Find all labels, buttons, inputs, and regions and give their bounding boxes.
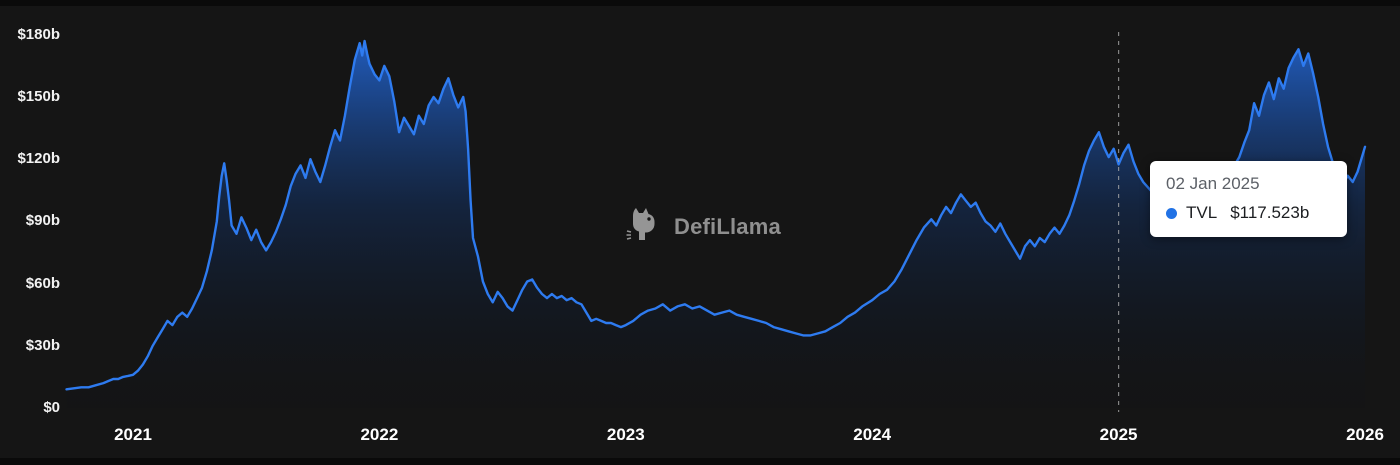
tooltip: 02 Jan 2025 TVL $117.523b — [1150, 161, 1347, 237]
y-axis-label: $0 — [43, 399, 60, 416]
bottom-edge-bar — [0, 458, 1400, 465]
x-axis-label: 2024 — [853, 425, 892, 444]
y-axis-label: $90b — [25, 212, 60, 230]
y-axis-label: $120b — [17, 150, 60, 168]
y-axis-label: $60b — [25, 274, 60, 292]
tvl-area-fill — [66, 41, 1365, 408]
tooltip-date: 02 Jan 2025 — [1166, 174, 1260, 193]
x-axis-label: 2021 — [114, 425, 152, 444]
top-edge-bar — [0, 0, 1400, 6]
y-axis-label: $180b — [17, 25, 60, 43]
tooltip-value: $117.523b — [1230, 203, 1310, 222]
tooltip-series-dot — [1166, 207, 1177, 219]
y-axis-label: $150b — [17, 88, 60, 105]
x-axis-label: 2023 — [606, 425, 645, 444]
y-axis-label: $30b — [25, 336, 60, 354]
tvl-line — [65, 39, 1367, 391]
x-axis-label: 2025 — [1099, 425, 1138, 444]
tooltip-row: TVL $117.523b — [1166, 203, 1331, 223]
x-axis-label: 2026 — [1346, 425, 1384, 444]
x-axis-label: 2022 — [360, 425, 399, 444]
tooltip-series-label: TVL — [1186, 203, 1218, 222]
